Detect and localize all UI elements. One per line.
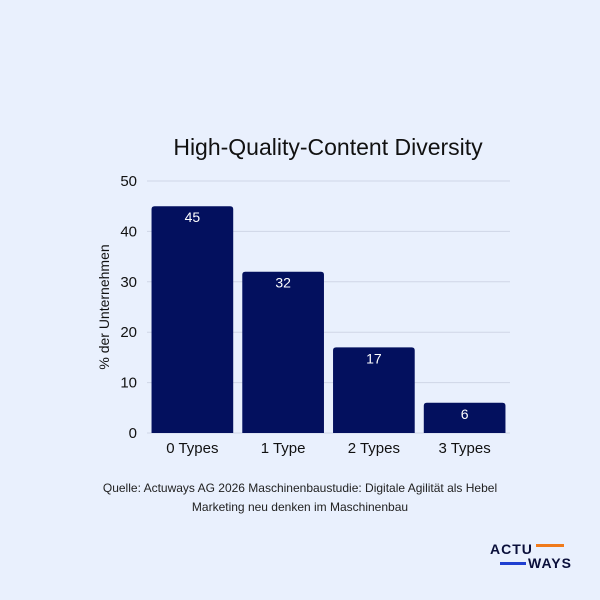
y-tick-label: 20 [120, 324, 137, 341]
category-label: 3 Types [438, 440, 490, 457]
bar [242, 271, 324, 433]
source-note: Quelle: Actuways AG 2026 Maschinenbaustu… [60, 479, 540, 517]
y-tick-label: 10 [120, 375, 137, 392]
source-line-1: Quelle: Actuways AG 2026 Maschinenbaustu… [102, 481, 498, 495]
bar-chart: High-Quality-Content Diversity 0 10 20 30 40… [96, 134, 510, 457]
data-label: 17 [366, 350, 382, 366]
y-tick-label: 40 [120, 223, 137, 240]
bar [151, 206, 234, 433]
logo-blue-bar [500, 562, 526, 565]
logo-text-top: ACTU [490, 541, 533, 557]
bar [333, 347, 415, 433]
y-axis-label: % der Unternehmen [96, 244, 112, 369]
logo-text-bottom: WAYS [528, 555, 572, 571]
bar [423, 402, 506, 433]
y-tick-label: 0 [129, 425, 137, 442]
y-tick-labels: 0 10 20 30 40 50 [120, 173, 137, 442]
source-line-2: Marketing neu denken im Maschinenbau [191, 500, 409, 514]
y-tick-label: 50 [120, 173, 137, 190]
y-tick-label: 30 [120, 274, 137, 291]
chart-title: High-Quality-Content Diversity [173, 134, 483, 160]
actuways-logo: ACTU WAYS [488, 538, 578, 572]
category-label: 2 Types [348, 440, 400, 457]
data-label: 45 [185, 209, 201, 225]
x-tick-labels: 0 Types 1 Type 2 Types 3 Types [166, 440, 491, 457]
data-label: 6 [461, 406, 469, 422]
bars: 45 32 17 6 [151, 206, 506, 433]
logo-orange-bar [536, 544, 564, 547]
category-label: 0 Types [166, 440, 218, 457]
data-label: 32 [275, 275, 291, 291]
category-label: 1 Type [261, 440, 306, 457]
